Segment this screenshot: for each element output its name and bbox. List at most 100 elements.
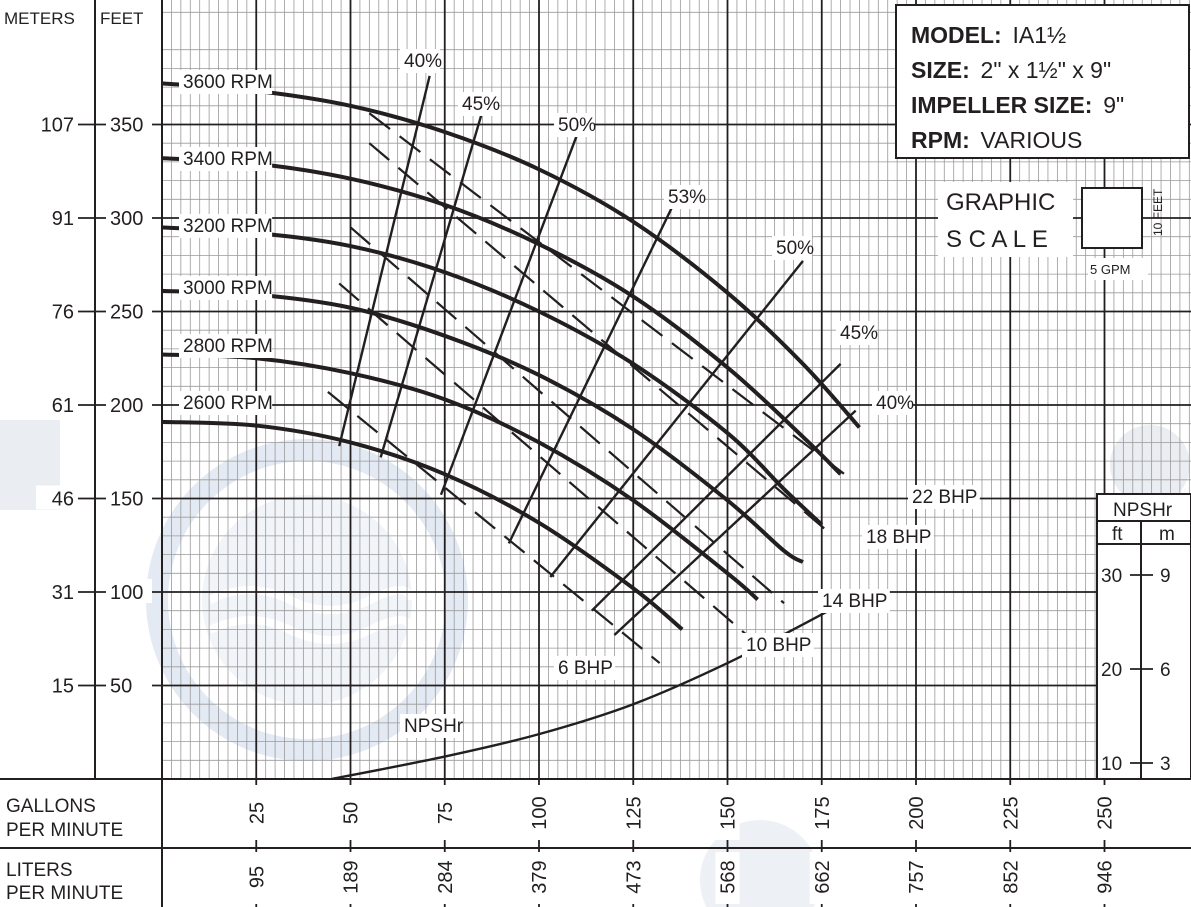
x-tick-label-bg [1092,852,1117,904]
rpm-label-bg [179,70,273,94]
y-tick-label-bg [36,205,76,229]
x-tick-label-bg [527,785,551,840]
y-tick-label-bg [106,111,152,136]
rpm-curve [162,225,824,527]
x-tick-label-bg [432,852,457,904]
npshr-tick-label-ft: 20 [1101,660,1122,681]
efficiency-label-bg [458,92,498,116]
efficiency-line [439,135,578,496]
npshr-tick-label-ft: 10 [1101,754,1122,775]
efficiency-label: 53% [668,187,706,208]
y-tick-label-bg [106,298,152,323]
x-tick-label-lpm: 568 [718,860,740,893]
efficiency-line [507,185,684,544]
bhp-label: 14 BHP [822,591,887,612]
npshr-tick-label-m: 6 [1160,660,1171,681]
npshr-scale-title: NPSHr [1113,500,1173,521]
x-tick-label-lpm: 662 [812,860,834,893]
x-tick-label-gpm: 25 [246,802,268,824]
y-tick-label-feet: 150 [110,489,143,511]
y-tick-label-bg [36,579,76,603]
bhp-label-bg [742,633,814,657]
npshr-tick-label-m: 3 [1160,754,1171,775]
x-tick-label-bg [621,785,646,840]
y-tick-label-meters: 15 [52,676,74,698]
x-tick-label-bg [527,852,551,904]
y-tick-label-meters: 46 [52,489,74,511]
info-impeller-size: IMPELLER SIZE: 9" [911,92,1124,118]
efficiency-label: 45% [840,323,878,344]
bhp-label-bg [818,589,890,613]
x-tick-label-gpm: 125 [623,796,645,829]
y-tick-label-bg [36,298,76,323]
efficiency-label-bg [836,321,876,345]
y-axis-meters-label: METERS [4,9,75,28]
bhp-line [349,226,785,605]
y-tick-label-bg [106,392,152,416]
npshr-curve-label-bg [400,714,462,738]
x-axis-lpm-label-1: LITERS [6,860,73,881]
info-size: SIZE: 2" x 1½" x 9" [911,57,1111,83]
npshr-scale-col-m: m [1159,524,1175,545]
x-tick-label-lpm: 189 [341,860,363,893]
y-tick-label-feet: 250 [110,302,143,324]
x-tick-label-bg [715,785,740,840]
x-tick-label-bg [809,852,834,904]
y-tick-label-feet: 200 [110,395,143,417]
graphic-scale-side-label: 10 FEET [1151,188,1165,236]
efficiency-label-bg [664,185,704,209]
bhp-label: 6 BHP [558,658,613,679]
info-model: MODEL: IA1½ [911,22,1066,48]
x-tick-label-gpm: 250 [1095,796,1117,829]
x-tick-label-gpm: 50 [341,802,363,824]
rpm-label-bg [179,334,273,358]
x-tick-label-lpm: 284 [435,860,457,893]
rpm-curve [162,288,804,564]
y-tick-label-feet: 50 [110,676,132,698]
x-axis-gpm-label-1: GALLONS [6,796,96,817]
x-tick-label-lpm: 852 [1000,860,1022,893]
x-tick-label-bg [244,785,269,840]
bhp-line [327,391,661,664]
y-tick-label-feet: 300 [110,208,143,230]
x-tick-label-bg [338,852,363,904]
npshr-scale-ticks: 30 9 20 6 10 3 [1101,566,1171,775]
efficiency-label-bg [772,236,812,260]
rpm-curve [162,156,843,476]
rpm-curve [162,419,684,631]
rpm-curve [162,81,861,429]
bhp-line [368,142,834,537]
x-tick-label-bg [621,852,646,904]
x-tick-label-gpm: 175 [812,796,834,829]
x-tick-label-lpm: 757 [906,860,928,893]
efficiency-label: 50% [776,238,814,259]
x-tick-label-bg [904,785,928,840]
x-tick-label-lpm: 946 [1095,860,1117,893]
graphic-scale-bottom-label: 5 GPM [1090,262,1130,277]
x-tick-label-bg [1092,785,1117,840]
x-tick-label-lpm: 95 [246,866,268,888]
x-axis-gpm-label-2: PER MINUTE [6,820,123,841]
y-tick-label-bg [106,205,152,229]
y-tick-label-bg [36,485,76,510]
rpm-label: 3400 RPM [183,149,273,170]
x-tick-label-bg [338,785,363,840]
y-tick-label-meters: 107 [41,115,74,137]
y-tick-label-meters: 61 [52,395,74,417]
y-axis-feet-label: FEET [100,9,143,28]
x-tick-label-lpm: 379 [529,860,551,893]
rpm-label: 3000 RPM [183,278,273,299]
y-tick-label-meters: 76 [52,302,74,324]
x-tick-label-bg [998,785,1023,840]
y-tick-label-feet: 350 [110,115,143,137]
efficiency-line [379,97,488,458]
npshr-tick-label-m: 9 [1160,566,1171,587]
rpm-label-bg [179,214,273,238]
x-tick-label-lpm: 473 [623,860,645,893]
efficiency-label-bg [872,391,912,415]
x-tick-label-bg [244,852,269,904]
y-tick-label-bg [36,392,76,416]
x-tick-label-bg [998,852,1023,904]
rpm-label-bg [179,276,273,300]
